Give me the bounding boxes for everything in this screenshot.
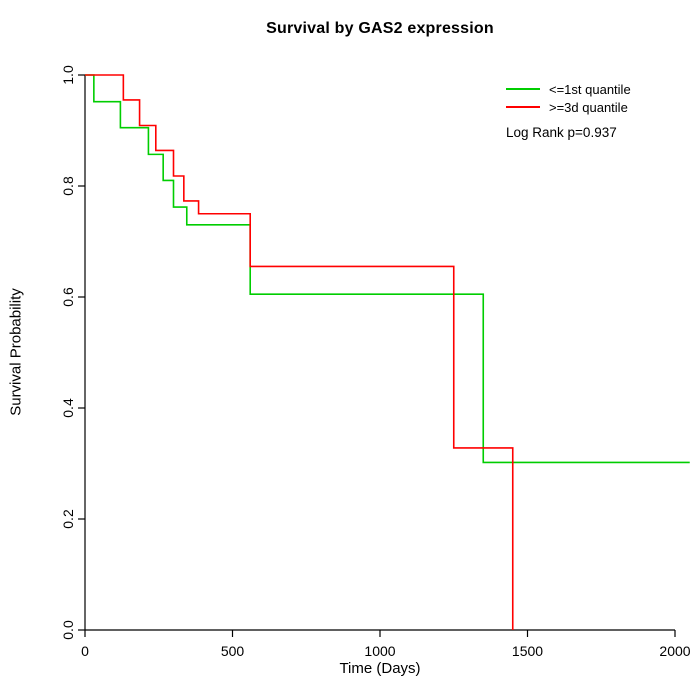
legend-item-first-quantile: <=1st quantile: [506, 80, 631, 98]
x-tick-label: 1000: [364, 643, 395, 659]
y-tick-label: 0.2: [60, 509, 76, 529]
legend-item-third-quantile: >=3d quantile: [506, 98, 631, 116]
chart-title: Survival by GAS2 expression: [266, 20, 494, 37]
log-rank-p-value: Log Rank p=0.937: [506, 125, 617, 140]
chart-legend: <=1st quantile >=3d quantile Log Rank p=…: [506, 80, 631, 140]
y-tick-label: 0.4: [60, 398, 76, 418]
survival-curve-red: [85, 74, 514, 630]
legend-line-red: [506, 106, 540, 108]
y-axis-label: Survival Probability: [7, 288, 25, 416]
x-axis-label: Time (Days): [339, 660, 421, 677]
legend-label-first-quantile: <=1st quantile: [549, 81, 631, 97]
x-tick-label: 2000: [659, 643, 690, 659]
legend-label-third-quantile: >=3d quantile: [549, 99, 628, 115]
x-tick-label: 0: [81, 643, 89, 659]
y-tick-label: 1.0: [60, 65, 76, 85]
x-tick-label: 500: [221, 643, 245, 659]
y-tick-label: 0.0: [60, 620, 76, 640]
y-tick-label: 0.6: [60, 287, 76, 307]
legend-line-green: [506, 88, 540, 90]
x-tick-label: 1500: [512, 643, 543, 659]
survival-curve-green: [85, 74, 690, 464]
y-tick-label: 0.8: [60, 176, 76, 196]
